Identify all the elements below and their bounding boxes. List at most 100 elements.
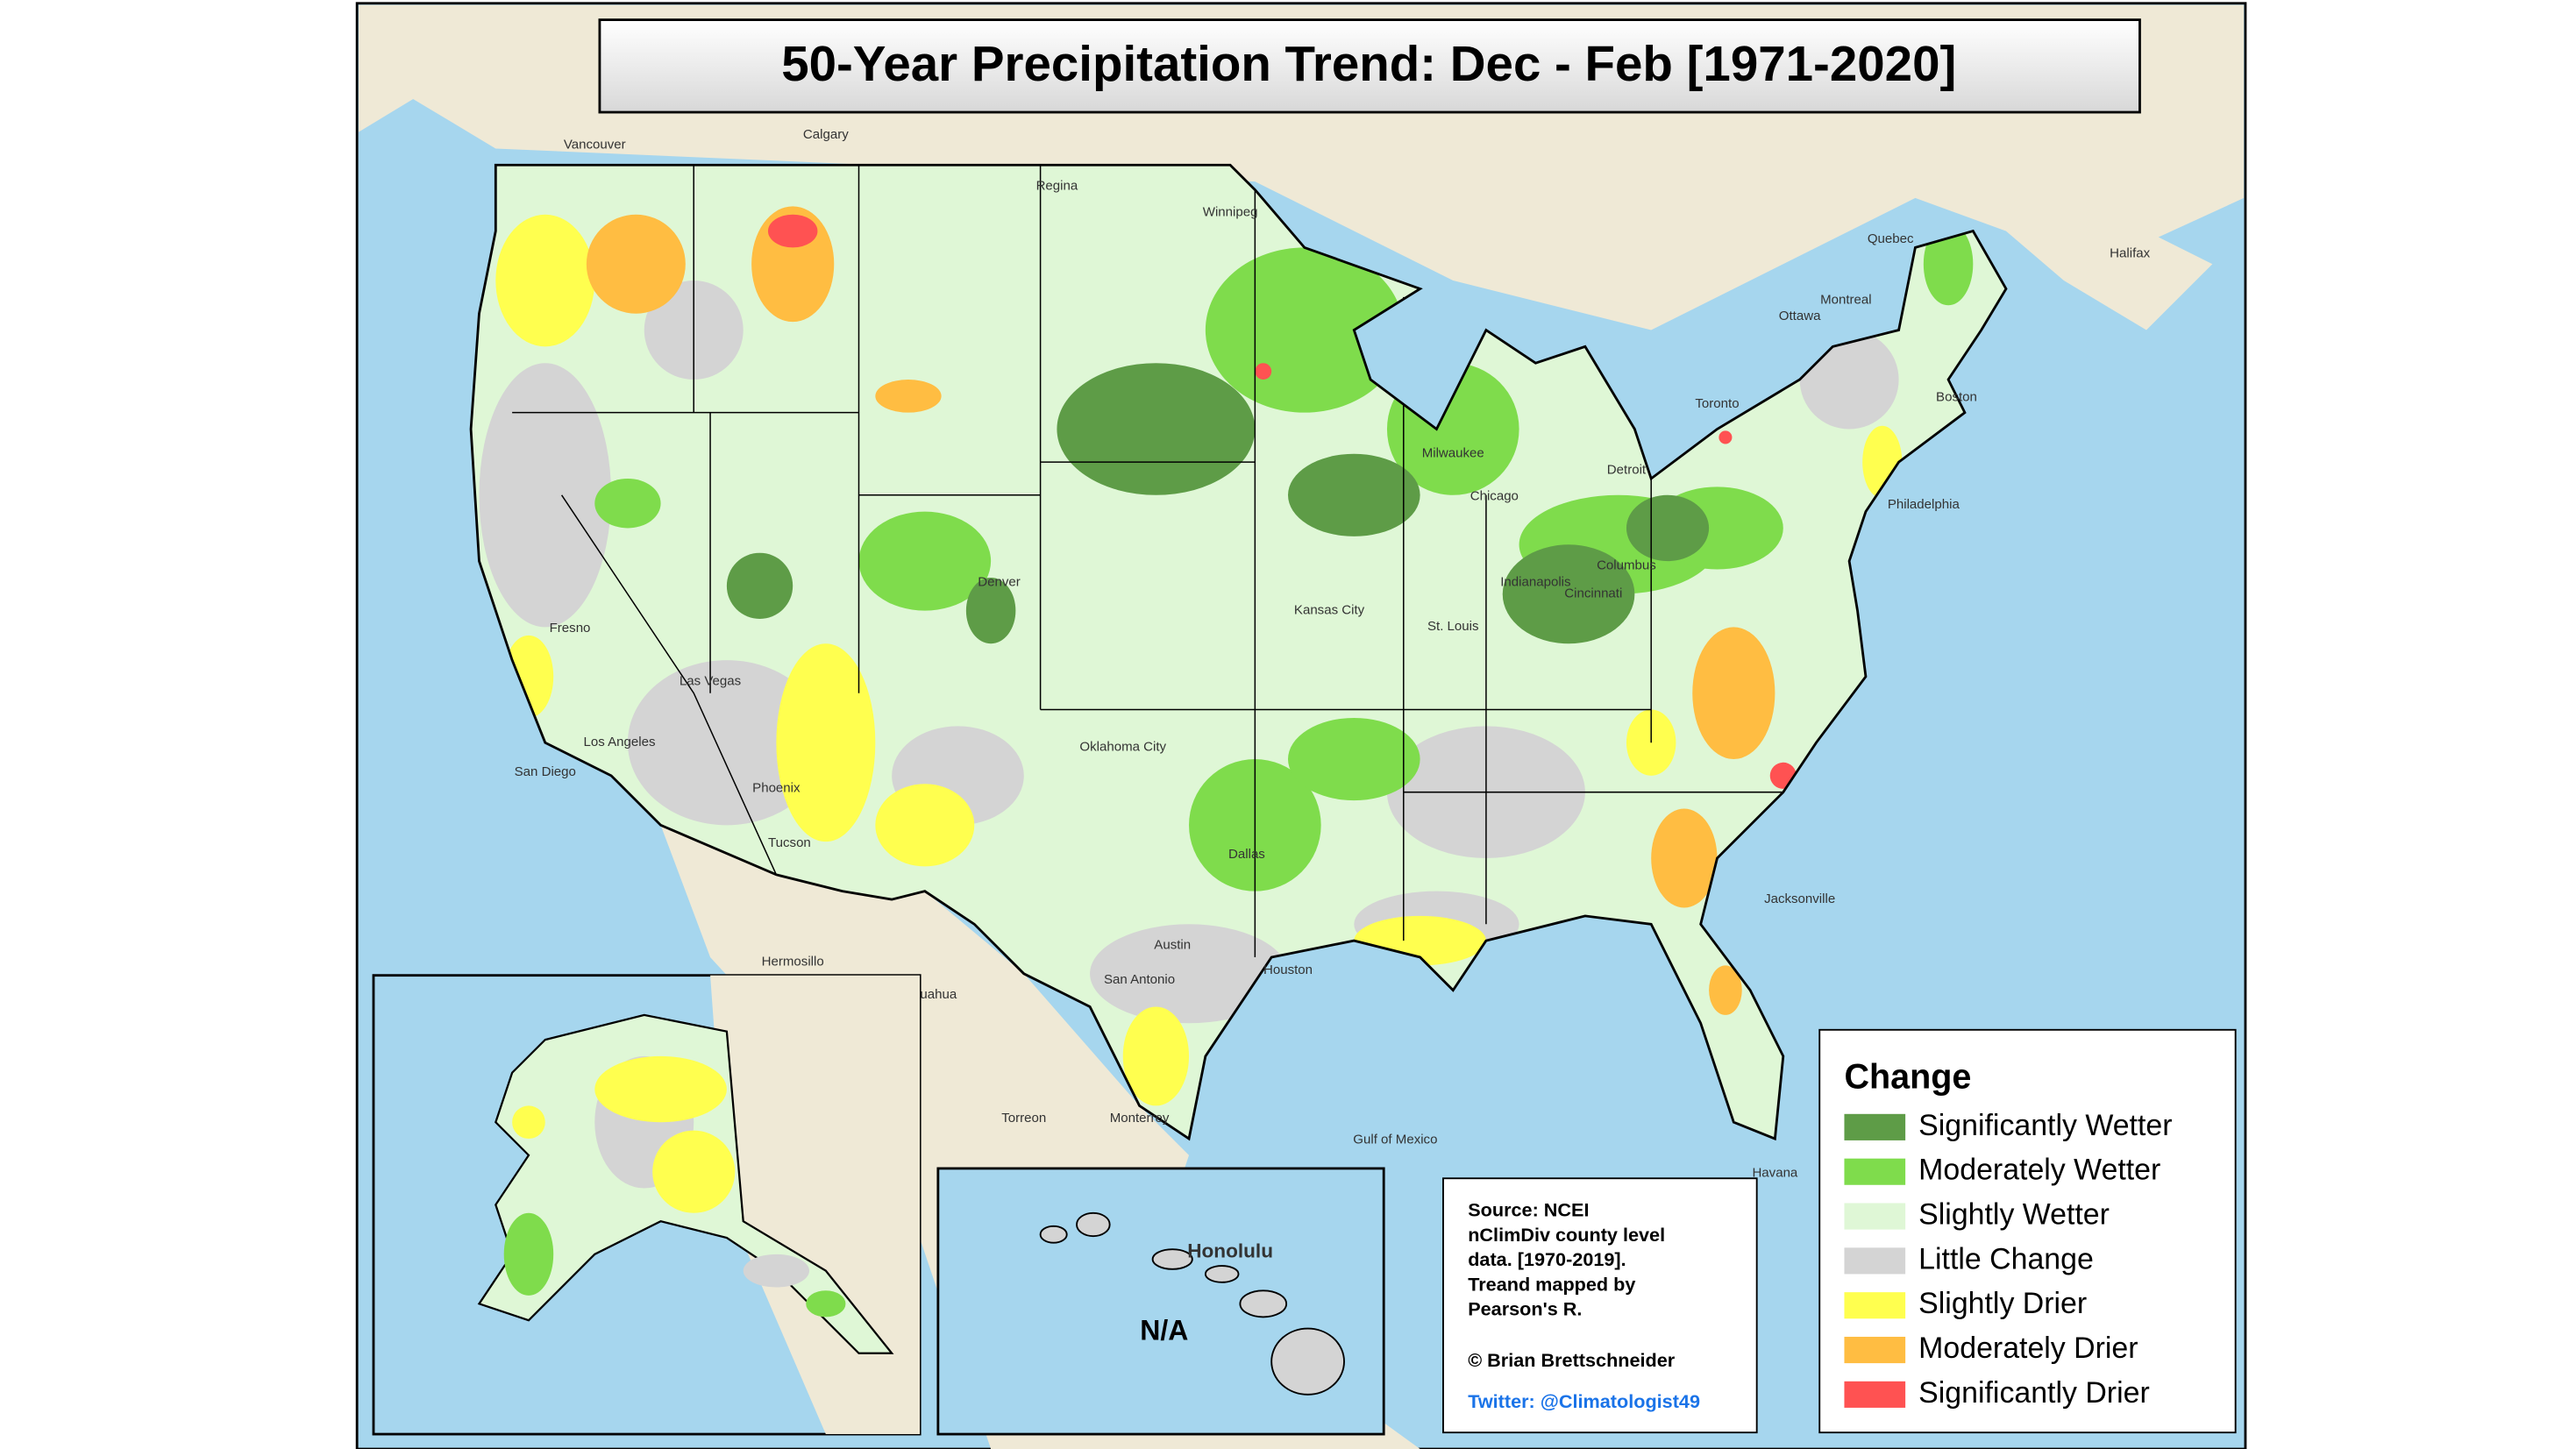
legend-label: Significantly Drier <box>1918 1376 2150 1410</box>
trend-patch <box>503 1212 554 1296</box>
trend-patch <box>875 784 975 867</box>
place-label: Halifax <box>2110 246 2150 261</box>
source-line: data. [1970-2019]. <box>1468 1248 1626 1270</box>
trend-patch <box>1651 808 1718 908</box>
legend-swatch <box>1844 1336 1906 1364</box>
legend-swatch <box>1844 1113 1906 1140</box>
legend-title: Change <box>1844 1058 1971 1097</box>
trend-patch <box>806 1290 846 1318</box>
legend-items: Significantly Wetter Moderately Wetter Sli… <box>1844 1109 2172 1410</box>
trend-patch <box>1255 363 1272 380</box>
trend-patch <box>776 643 876 842</box>
place-label: Jacksonville <box>1764 891 1835 906</box>
place-label: Austin <box>1154 938 1191 953</box>
place-label: San Diego <box>515 764 576 779</box>
trend-patch <box>1923 223 1974 306</box>
place-label: Winnipeg <box>1203 205 1258 220</box>
legend-swatch <box>1844 1292 1906 1319</box>
trend-patch <box>652 1130 736 1213</box>
place-label: Torreon <box>1001 1111 1046 1126</box>
source-line: nClimDiv county level <box>1468 1224 1665 1246</box>
place-label: Phoenix <box>752 781 801 796</box>
place-label: Las Vegas <box>680 673 741 688</box>
place-label: St. Louis <box>1427 619 1479 634</box>
place-label: Indianapolis <box>1500 574 1570 589</box>
place-label: Fresno <box>550 621 591 636</box>
place-label: Boston <box>1936 389 1977 404</box>
trend-patch <box>1719 430 1733 444</box>
place-label: Philadelphia <box>1888 497 1960 512</box>
source-line: Treand mapped by <box>1468 1273 1635 1295</box>
twitter: Twitter: @Climatologist49 <box>1468 1390 1700 1412</box>
legend-swatch <box>1844 1203 1906 1230</box>
legend-label: Significantly Wetter <box>1918 1109 2172 1142</box>
trend-patch <box>1502 544 1635 644</box>
title: 50-Year Precipitation Trend: Dec - Feb [… <box>781 36 1956 91</box>
source-line: Source: NCEI <box>1468 1199 1589 1221</box>
legend-label: Slightly Drier <box>1918 1287 2087 1320</box>
source-box <box>1442 1177 1758 1434</box>
trend-patch <box>495 214 595 347</box>
trend-patch <box>512 1105 545 1140</box>
place-label: Regina <box>1036 179 1078 194</box>
trend-patch <box>1122 1006 1190 1106</box>
trend-patch <box>479 363 612 628</box>
place-label: Los Angeles <box>584 735 656 749</box>
state-border <box>560 494 778 876</box>
na-label: N/A <box>1140 1315 1188 1346</box>
legend-label: Little Change <box>1918 1242 2094 1275</box>
place-label: Chicago <box>1470 488 1519 503</box>
trend-patch <box>594 478 661 529</box>
place-label: Milwaukee <box>1422 446 1484 461</box>
place-label: Columbus <box>1597 558 1656 573</box>
trend-patch <box>726 552 793 620</box>
place-label: Montreal <box>1820 292 1872 307</box>
trend-patch <box>1626 494 1710 562</box>
trend-patch <box>1090 924 1288 1024</box>
legend-swatch <box>1844 1381 1906 1408</box>
legend-label: Slightly Wetter <box>1918 1197 2110 1231</box>
alaska-map <box>477 1013 894 1354</box>
place-label: Toronto <box>1695 396 1739 411</box>
legend-swatch <box>1844 1247 1906 1275</box>
trend-patch <box>627 660 826 826</box>
trend-patch <box>1288 717 1420 801</box>
title-box <box>598 18 2141 114</box>
trend-patch <box>1692 627 1775 760</box>
place-label: Dallas <box>1228 847 1265 862</box>
place-label: Cincinnati <box>1564 586 1622 601</box>
legend-swatch <box>1844 1158 1906 1185</box>
place-label: Quebec <box>1868 231 1914 246</box>
trend-patch <box>875 380 942 413</box>
place-label: Gulf of Mexico <box>1353 1133 1437 1147</box>
trend-patch <box>1709 965 1742 1015</box>
trend-patch <box>965 577 1016 644</box>
place-label: Detroit <box>1607 462 1647 477</box>
place-label: Denver <box>978 574 1021 589</box>
place-label: Ottawa <box>1779 309 1821 323</box>
trend-patch <box>1057 363 1256 495</box>
place-label: San Antonio <box>1104 972 1175 987</box>
place-label: Oklahoma City <box>1079 740 1166 755</box>
credit: © Brian Brettschneider <box>1468 1349 1676 1371</box>
legend-label: Moderately Wetter <box>1918 1154 2160 1187</box>
trend-patch <box>743 1254 810 1288</box>
place-label: Houston <box>1263 962 1313 977</box>
place-label: Calgary <box>803 127 849 142</box>
place-label: Kansas City <box>1294 602 1365 617</box>
place-label: Hermosillo <box>762 954 824 969</box>
legend-label: Moderately Drier <box>1918 1332 2138 1365</box>
trend-patch <box>767 214 818 248</box>
hawaii-islands <box>1039 1211 1345 1396</box>
city-label: Honolulu <box>1187 1240 1273 1262</box>
place-label: Tucson <box>768 835 811 850</box>
place-label: Vancouver <box>564 137 626 152</box>
trend-patch <box>594 1055 727 1123</box>
source-line: Pearson's R. <box>1468 1298 1582 1320</box>
place-label: Havana <box>1752 1165 1797 1180</box>
legend <box>1818 1028 2237 1434</box>
trend-patch <box>858 511 992 611</box>
trend-patch <box>586 214 686 314</box>
